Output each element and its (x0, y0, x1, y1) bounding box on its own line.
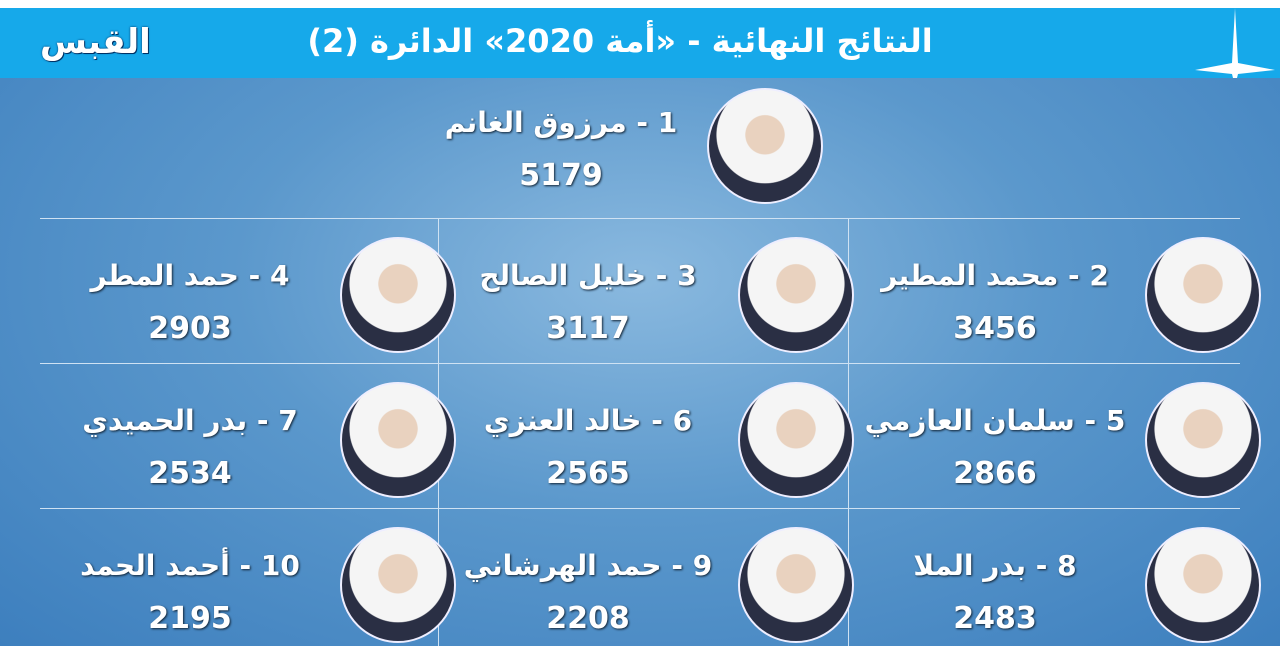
candidate-votes: 2565 (546, 456, 630, 491)
candidate-card: 1 - مرزوق الغانم 5179 (445, 78, 845, 223)
candidate-votes: 2866 (953, 456, 1037, 491)
candidate-photo (1145, 382, 1261, 498)
candidate-name: 10 - أحمد الحمد (80, 549, 300, 582)
candidate-photo (1145, 527, 1261, 643)
logo: القبس (40, 22, 151, 62)
candidate-name: 6 - خالد العنزي (483, 404, 693, 437)
candidate-photo (738, 527, 854, 643)
candidate-card: 6 - خالد العنزي 2565 (438, 368, 854, 513)
candidate-photo (340, 382, 456, 498)
candidate-photo (738, 237, 854, 353)
candidate-name: 7 - بدر الحميدي (82, 404, 298, 437)
candidate-card: 4 - حمد المطر 2903 (40, 223, 456, 368)
divider (40, 218, 1240, 219)
results-panel: 1 - مرزوق الغانم 5179 2 - محمد المطير 34… (0, 78, 1280, 646)
candidate-votes: 5179 (519, 158, 603, 193)
candidate-name: 9 - حمد الهرشاني (463, 549, 713, 582)
candidate-photo (707, 88, 823, 204)
candidate-name: 5 - سلمان العازمي (864, 404, 1126, 437)
candidate-name: 2 - محمد المطير (881, 259, 1109, 292)
candidate-photo (340, 237, 456, 353)
candidate-photo (738, 382, 854, 498)
candidate-card: 5 - سلمان العازمي 2866 (845, 368, 1261, 513)
header-bar: القبس النتائج النهائية - «أمة 2020» الدا… (0, 8, 1280, 78)
candidate-votes: 2483 (953, 601, 1037, 636)
candidate-photo (340, 527, 456, 643)
candidate-votes: 2903 (148, 311, 232, 346)
candidate-card: 9 - حمد الهرشاني 2208 (438, 513, 854, 658)
candidate-votes: 2534 (148, 456, 232, 491)
divider (40, 363, 1240, 364)
divider (40, 508, 1240, 509)
candidate-card: 10 - أحمد الحمد 2195 (40, 513, 456, 658)
candidate-votes: 3456 (953, 311, 1037, 346)
candidate-card: 2 - محمد المطير 3456 (845, 223, 1261, 368)
candidate-name: 8 - بدر الملا (913, 549, 1077, 582)
candidate-name: 3 - خليل الصالح (479, 259, 697, 292)
page-title: النتائج النهائية - «أمة 2020» الدائرة (2… (307, 22, 933, 60)
candidate-votes: 2208 (546, 601, 630, 636)
candidate-name: 4 - حمد المطر (90, 259, 290, 292)
candidate-photo (1145, 237, 1261, 353)
candidate-votes: 2195 (148, 601, 232, 636)
candidate-card: 8 - بدر الملا 2483 (845, 513, 1261, 658)
candidate-name: 1 - مرزوق الغانم (444, 106, 678, 139)
candidate-votes: 3117 (546, 311, 630, 346)
candidate-card: 7 - بدر الحميدي 2534 (40, 368, 456, 513)
candidate-card: 3 - خليل الصالح 3117 (438, 223, 854, 368)
